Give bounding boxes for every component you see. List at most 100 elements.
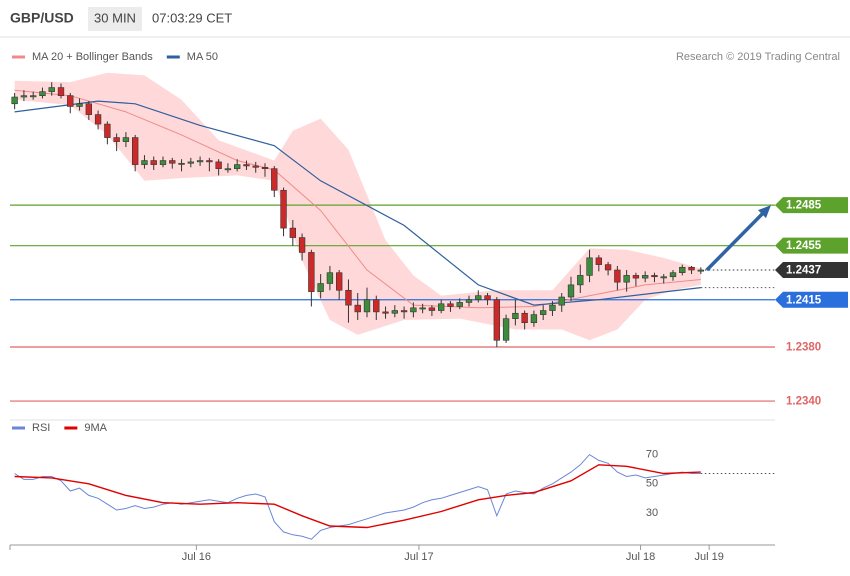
candle-body <box>540 310 547 315</box>
candle-body <box>373 299 380 313</box>
candle-body <box>465 299 473 303</box>
candle-body <box>234 164 241 169</box>
candle-body <box>521 312 528 324</box>
symbol: GBP/USD <box>10 10 74 26</box>
y-tick-label: 70 <box>646 448 658 460</box>
candle-body <box>48 87 55 92</box>
candle-body <box>669 272 677 278</box>
level-label-box <box>775 291 848 308</box>
candle-body <box>697 269 704 272</box>
candle-body <box>243 164 250 167</box>
level-label-box <box>775 237 848 254</box>
candle-body <box>688 266 695 271</box>
candle-body <box>298 237 306 253</box>
rsi-line <box>14 453 701 540</box>
candle-body <box>187 161 194 164</box>
x-tick-label: Jul 16 <box>182 551 211 563</box>
candle-body <box>252 165 259 168</box>
candle-body <box>623 275 630 283</box>
candle-body <box>438 303 445 311</box>
candle-body <box>206 160 213 163</box>
target-arrowhead <box>758 205 771 219</box>
candle-body <box>354 304 361 313</box>
candle-body <box>493 299 500 341</box>
candle-body <box>326 272 334 284</box>
candle-body <box>169 160 176 164</box>
candle-body <box>604 264 612 271</box>
candle-body <box>196 160 204 163</box>
copyright: Research © 2019 Trading Central <box>676 51 840 63</box>
candle-body <box>94 114 102 125</box>
candle-body <box>530 314 538 324</box>
level-label: 1.2455 <box>786 240 822 252</box>
candle-body <box>30 95 37 98</box>
candle-body <box>595 257 602 265</box>
timeframe: 30 MIN <box>94 10 136 25</box>
candle-body <box>660 276 667 279</box>
level-label-box <box>775 262 848 278</box>
candle-body <box>558 296 565 306</box>
candle-body <box>271 168 278 191</box>
candle-body <box>502 318 510 341</box>
bollinger-band <box>14 72 701 341</box>
candle-body <box>363 299 371 313</box>
candle-body <box>39 91 46 96</box>
x-tick-label: Jul 17 <box>404 551 433 563</box>
candle-body <box>289 227 296 238</box>
candle-body <box>512 312 519 319</box>
candle-body <box>113 137 120 142</box>
level-label: 1.2437 <box>786 265 821 277</box>
x-tick-label: Jul 19 <box>694 551 723 563</box>
candle-body <box>549 304 556 311</box>
candle-body <box>400 310 408 313</box>
candle-body <box>215 161 222 169</box>
candle-body <box>159 160 167 165</box>
candle-body <box>122 137 130 142</box>
time: 07:03:29 CET <box>152 10 232 25</box>
candle-body <box>410 307 417 313</box>
candle-body <box>642 275 649 279</box>
ma-line <box>14 100 701 306</box>
candle-body <box>336 272 343 291</box>
candle-body <box>345 289 352 306</box>
level-label-box <box>775 197 848 214</box>
candle-body <box>261 166 269 169</box>
candle-body <box>632 275 640 279</box>
candle-body <box>679 266 686 274</box>
candle-body <box>317 283 324 292</box>
candle-body <box>447 303 454 307</box>
candle-body <box>76 103 83 107</box>
legend-label: MA 50 <box>187 51 218 63</box>
candle-body <box>484 295 491 301</box>
rsi-line <box>14 464 701 529</box>
legend-label: MA 20 + Bollinger Bands <box>32 51 153 63</box>
legend-label: 9MA <box>84 422 107 434</box>
candle-body <box>651 275 658 278</box>
candle-body <box>178 162 185 165</box>
candle-body <box>456 302 463 307</box>
candle-body <box>141 160 148 165</box>
level-label: 1.2340 <box>786 396 821 408</box>
y-tick-label: 30 <box>646 507 658 519</box>
timeframe-box <box>88 7 142 31</box>
candle-body <box>475 295 482 301</box>
candle-body <box>428 307 436 311</box>
level-label: 1.2415 <box>786 294 822 306</box>
candle-body <box>20 95 28 98</box>
candle-body <box>57 87 65 96</box>
y-tick-label: 50 <box>646 478 658 490</box>
candle-body <box>224 168 232 171</box>
candle-body <box>11 96 18 105</box>
candle-body <box>577 275 584 286</box>
candle-body <box>308 252 315 292</box>
candle-body <box>567 284 575 298</box>
ma-line <box>14 89 701 309</box>
candle-body <box>104 123 111 138</box>
candle-body <box>132 137 139 165</box>
candle-body <box>150 160 157 165</box>
legend-label: RSI <box>32 422 50 434</box>
candle-body <box>280 189 287 229</box>
level-label: 1.2380 <box>786 342 821 354</box>
candle-body <box>67 95 74 107</box>
